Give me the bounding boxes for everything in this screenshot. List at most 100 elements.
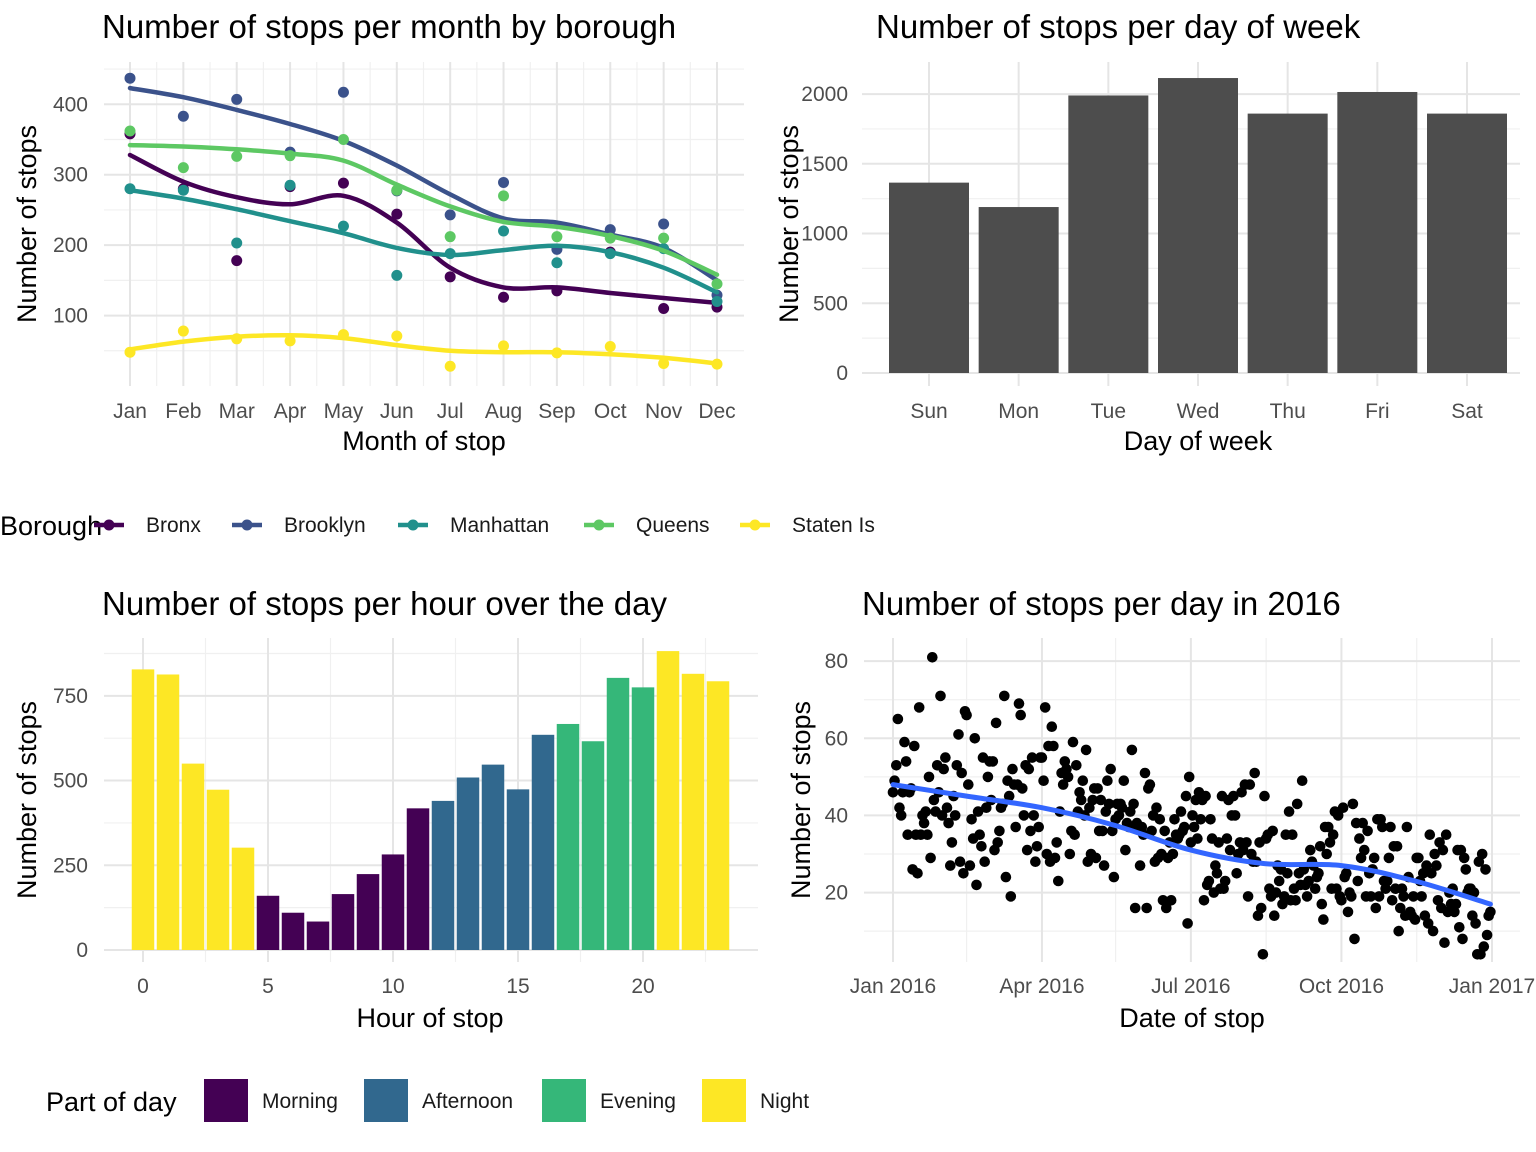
- data-point: [1368, 852, 1380, 864]
- bar: [978, 207, 1059, 373]
- x-axis-title: Month of stop: [342, 426, 506, 456]
- data-point: [1342, 906, 1354, 918]
- data-point: [1357, 817, 1368, 829]
- daily-2016-chart: 20 40 60 80 Jan 2016 Apr 2016 Jul 2016 Oct 2016…: [786, 585, 1535, 1033]
- data-point: [1120, 844, 1131, 856]
- bar: [531, 734, 555, 950]
- data-point: [1301, 891, 1313, 902]
- data-point: [1069, 829, 1080, 840]
- data-point: [1323, 821, 1334, 833]
- data-point: [1200, 790, 1211, 802]
- data-point: [1036, 752, 1048, 763]
- data-point: [1187, 810, 1198, 821]
- data-point: [124, 183, 136, 195]
- data-point: [391, 330, 403, 342]
- x-tick-label: Oct: [594, 400, 627, 423]
- data-point: [990, 717, 1002, 729]
- data-point: [337, 133, 349, 145]
- data-point: [177, 325, 189, 337]
- data-point: [1075, 794, 1087, 806]
- data-point: [1296, 775, 1308, 786]
- x-tick-label: Jul 2016: [1151, 975, 1230, 998]
- data-point: [1413, 852, 1424, 864]
- data-point: [1128, 798, 1139, 810]
- data-point: [1478, 941, 1490, 952]
- data-point: [1244, 779, 1256, 790]
- data-point: [1291, 798, 1303, 810]
- data-point: [1460, 864, 1472, 875]
- x-axis-title: Hour of stop: [356, 1003, 503, 1033]
- data-point: [1385, 821, 1396, 833]
- x-tick-label: Feb: [165, 400, 201, 423]
- x-tick-label: Sep: [538, 400, 575, 423]
- data-point: [1427, 925, 1439, 937]
- data-point: [1000, 871, 1012, 883]
- data-point: [925, 852, 936, 864]
- data-point: [1321, 848, 1332, 860]
- data-point: [1341, 868, 1352, 879]
- data-point: [1314, 841, 1326, 852]
- y-axis-title: Number of stops: [774, 125, 804, 323]
- bar: [281, 912, 305, 950]
- data-point: [936, 810, 948, 821]
- data-point: [1092, 783, 1103, 794]
- hourly-chart: 0 250 500 750 0 5 10 15 20 Number of stops per ho…: [12, 585, 758, 1033]
- data-point: [1118, 775, 1130, 786]
- data-point: [945, 860, 956, 871]
- data-point: [1051, 837, 1062, 848]
- data-point: [1198, 895, 1210, 906]
- y-tick-label: 0: [836, 362, 848, 385]
- chart-title: Number of stops per day in 2016: [862, 585, 1341, 622]
- data-point: [1108, 871, 1120, 883]
- data-point: [1129, 902, 1141, 914]
- bar: [1247, 113, 1328, 374]
- data-point: [1422, 918, 1434, 929]
- data-point: [1393, 925, 1404, 937]
- data-point: [1224, 844, 1236, 856]
- legend-label: Queens: [636, 514, 710, 537]
- legend-key: [584, 519, 614, 531]
- legend-label: Morning: [262, 1090, 338, 1113]
- data-point: [1007, 763, 1018, 775]
- smooth-line-0: [127, 152, 720, 306]
- data-point: [1018, 810, 1030, 821]
- data-point: [1424, 829, 1436, 840]
- bar: [231, 847, 255, 950]
- data-point: [231, 93, 243, 105]
- data-point: [935, 690, 946, 702]
- y-tick-label: 0: [76, 939, 88, 962]
- data-point: [972, 806, 984, 817]
- data-point: [927, 652, 938, 663]
- data-point: [1180, 790, 1192, 802]
- data-point: [1219, 875, 1231, 887]
- data-point: [1421, 860, 1432, 871]
- data-point: [1053, 875, 1064, 887]
- bar: [581, 741, 605, 950]
- data-point: [1349, 933, 1360, 945]
- data-point: [231, 237, 243, 249]
- bar: [1427, 113, 1507, 374]
- y-tick-label: 100: [53, 305, 88, 328]
- data-point: [1273, 875, 1285, 887]
- data-point: [1182, 918, 1193, 929]
- data-point: [969, 733, 981, 744]
- borough-legend: Borough Bronx Brooklyn Manhattan Queens State…: [0, 511, 875, 541]
- bar: [681, 673, 705, 950]
- data-point: [551, 231, 563, 243]
- data-point: [1017, 783, 1028, 794]
- data-point: [1426, 868, 1437, 879]
- data-point: [1354, 833, 1365, 844]
- data-point: [1352, 875, 1364, 887]
- data-point: [887, 787, 899, 798]
- data-point: [498, 291, 510, 303]
- data-point: [923, 771, 935, 783]
- data-point: [961, 709, 972, 721]
- data-point: [1028, 810, 1039, 821]
- y-tick-label: 20: [825, 882, 848, 905]
- data-point: [658, 232, 670, 244]
- bar: [156, 674, 180, 950]
- data-point: [391, 269, 403, 281]
- data-point: [1303, 875, 1314, 887]
- x-tick-label: 0: [137, 975, 149, 998]
